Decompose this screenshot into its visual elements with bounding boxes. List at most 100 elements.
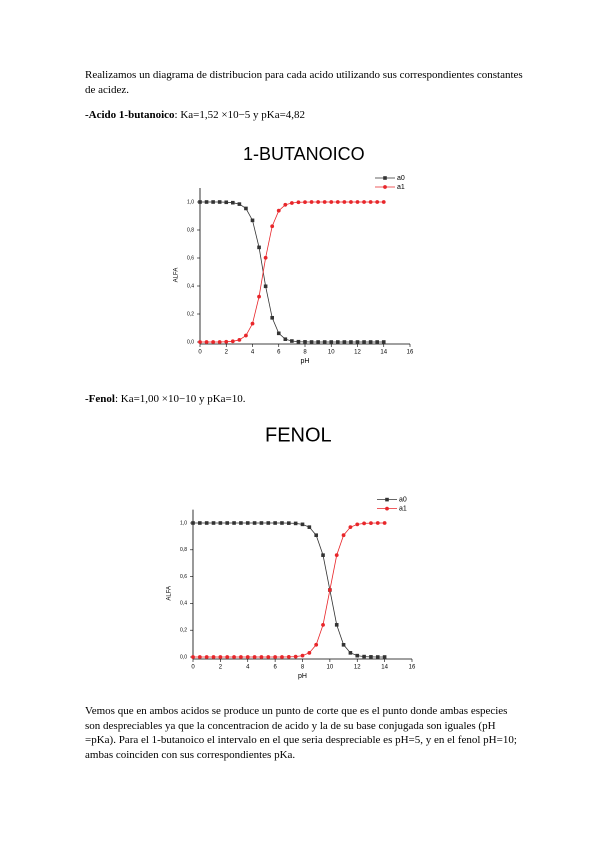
data-point — [217, 200, 222, 204]
y-tick-label: 0,0 — [180, 654, 187, 660]
data-point — [375, 200, 380, 204]
data-point — [244, 206, 248, 211]
data-point — [362, 521, 366, 526]
data-point — [381, 340, 386, 344]
x-tick-label: 0 — [198, 350, 202, 356]
y-axis-label: ALFA — [167, 586, 173, 601]
data-point — [257, 245, 261, 250]
data-point — [283, 337, 288, 341]
acid-constants: : Ka=1,52 ×10−5 y pKa=4,82 — [174, 109, 306, 121]
data-point — [375, 521, 380, 525]
data-point — [231, 200, 235, 205]
data-point — [303, 200, 307, 205]
data-point — [355, 200, 360, 204]
data-point — [355, 522, 360, 527]
data-point — [316, 200, 321, 204]
data-point — [276, 331, 281, 336]
data-point — [375, 655, 380, 659]
data-point — [250, 218, 255, 223]
x-tick-label: 14 — [380, 350, 387, 356]
x-tick-label: 12 — [354, 665, 361, 671]
x-tick-label: 4 — [246, 665, 250, 671]
data-point — [204, 340, 209, 344]
data-point — [369, 521, 373, 526]
data-point — [225, 521, 230, 525]
x-tick-label: 0 — [191, 665, 195, 671]
data-point — [321, 622, 325, 627]
data-point — [276, 208, 281, 213]
data-point — [239, 521, 243, 525]
x-axis-label: pH — [301, 358, 310, 365]
data-point — [307, 650, 312, 655]
chart-title: 1-BUTANOICO — [243, 144, 365, 164]
y-tick-label: 0,6 — [180, 574, 187, 580]
data-point — [362, 340, 366, 344]
data-point — [327, 588, 332, 592]
legend-label: a0 — [399, 496, 407, 503]
data-point — [198, 521, 202, 525]
y-tick-label: 0,8 — [180, 547, 187, 553]
data-point — [382, 655, 387, 659]
data-point — [237, 338, 242, 342]
series-line — [193, 522, 385, 658]
data-point — [296, 200, 301, 205]
data-point — [259, 521, 264, 525]
data-point — [382, 521, 387, 525]
data-point — [217, 340, 222, 344]
data-point — [191, 655, 195, 659]
acid-name: -Fenol — [85, 393, 115, 405]
data-point — [296, 339, 301, 344]
data-point — [280, 655, 284, 659]
x-tick-label: 4 — [251, 350, 255, 356]
data-point — [369, 655, 373, 659]
data-point — [211, 200, 215, 204]
x-tick-label: 16 — [409, 665, 416, 671]
data-point — [230, 339, 235, 344]
data-point — [245, 521, 250, 525]
data-point — [322, 200, 327, 204]
data-point — [252, 655, 257, 659]
data-point — [348, 525, 353, 530]
data-point — [300, 522, 305, 527]
y-tick-label: 0,8 — [187, 227, 194, 233]
data-point — [218, 521, 223, 525]
data-point — [309, 200, 314, 204]
data-point — [259, 655, 264, 659]
data-point — [289, 201, 294, 205]
series-line — [200, 201, 384, 343]
x-tick-label: 10 — [327, 665, 334, 671]
data-point — [270, 224, 275, 229]
data-point — [211, 521, 216, 525]
x-tick-label: 6 — [273, 665, 277, 671]
data-point — [225, 655, 230, 659]
y-tick-label: 0,6 — [187, 255, 194, 261]
chart-title: FENOL — [265, 424, 332, 446]
data-point — [263, 284, 268, 289]
data-point — [270, 315, 274, 320]
y-tick-label: 1,0 — [187, 199, 194, 205]
data-point — [321, 553, 325, 557]
data-point — [232, 655, 236, 659]
legend-label: a1 — [399, 505, 407, 512]
data-point — [197, 655, 202, 659]
legend-marker — [383, 185, 387, 189]
data-point — [191, 521, 195, 525]
data-point — [218, 655, 223, 659]
data-point — [239, 655, 243, 659]
data-point — [293, 654, 298, 659]
data-point — [355, 340, 360, 344]
data-point — [362, 200, 366, 204]
data-point — [334, 623, 339, 627]
data-point — [368, 340, 373, 344]
x-tick-label: 8 — [301, 665, 305, 671]
data-point — [232, 521, 236, 525]
data-point — [211, 340, 216, 344]
data-point — [287, 521, 291, 525]
y-tick-label: 0,4 — [187, 283, 194, 289]
data-point — [329, 200, 334, 204]
data-point — [381, 200, 386, 204]
series-line — [200, 201, 384, 343]
data-point — [307, 525, 312, 529]
y-tick-label: 0,2 — [180, 628, 187, 634]
